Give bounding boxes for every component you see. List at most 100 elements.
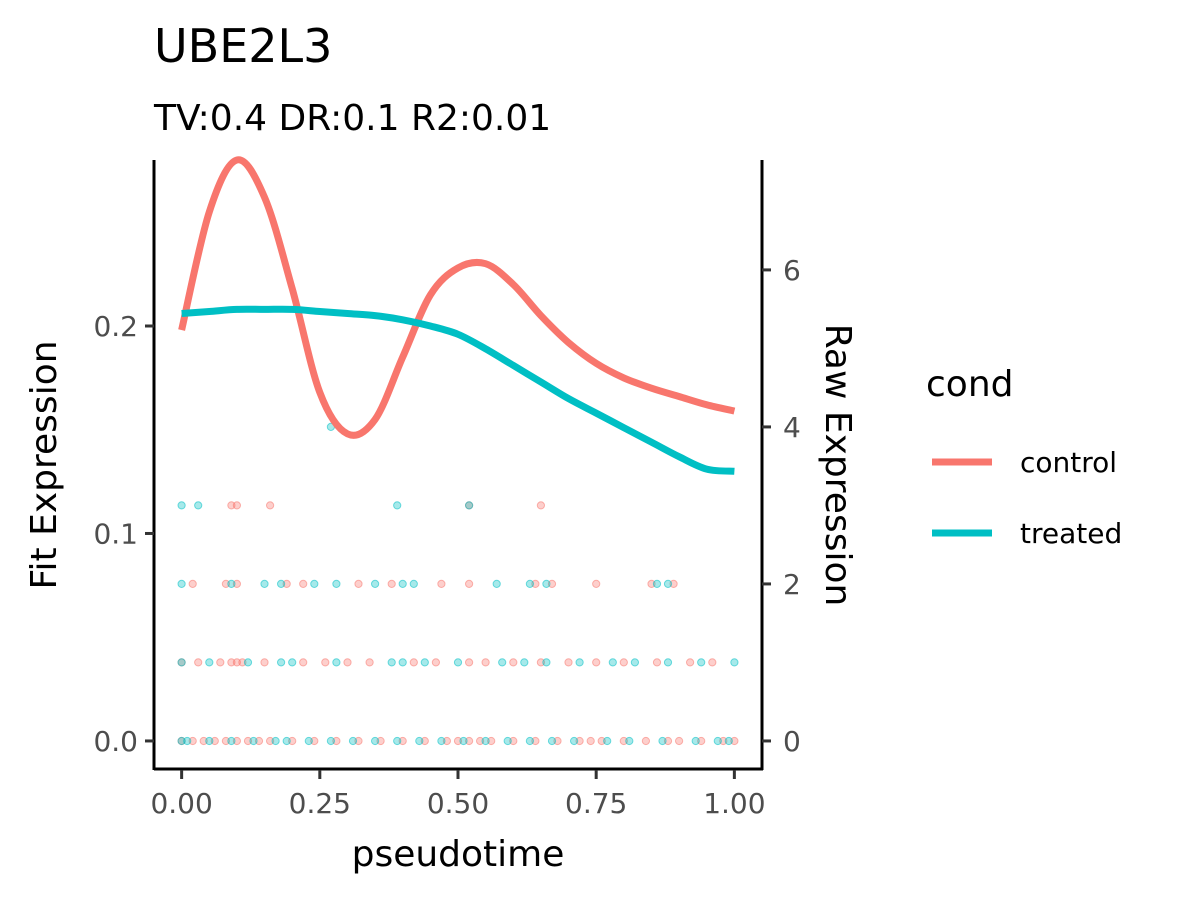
- raw-point-control: [730, 736, 739, 746]
- raw-point-treated: [525, 579, 535, 589]
- raw-point-treated: [547, 736, 557, 746]
- y-left-tick-label: 0.0: [93, 725, 138, 758]
- raw-point-treated: [282, 736, 291, 746]
- raw-point-treated: [608, 658, 617, 667]
- raw-point-control: [221, 736, 230, 746]
- raw-point-treated: [393, 501, 402, 510]
- raw-point-treated: [371, 579, 380, 589]
- raw-point-treated: [724, 736, 733, 746]
- raw-point-control: [354, 736, 363, 746]
- raw-point-control: [227, 501, 236, 510]
- raw-point-treated: [570, 736, 579, 746]
- x-tick-label: 1.00: [703, 787, 765, 820]
- raw-point-control: [708, 658, 717, 667]
- raw-point-control: [299, 579, 308, 589]
- raw-point-treated: [177, 501, 186, 510]
- raw-point-treated: [420, 658, 429, 667]
- raw-point-treated: [332, 579, 341, 589]
- raw-point-control: [199, 736, 208, 746]
- raw-point-control: [216, 658, 225, 667]
- raw-point-treated: [730, 658, 739, 667]
- x-tick-label: 0.75: [565, 787, 627, 820]
- raw-point-control: [188, 736, 197, 746]
- raw-point-control: [531, 736, 540, 746]
- raw-point-control: [465, 579, 474, 589]
- raw-point-control: [442, 736, 451, 746]
- raw-point-control: [536, 658, 546, 667]
- raw-point-control: [536, 501, 546, 510]
- raw-point-control: [365, 658, 374, 667]
- y-right-tick-label: 6: [783, 254, 801, 287]
- raw-point-control: [266, 501, 275, 510]
- raw-point-control: [282, 579, 291, 589]
- raw-point-treated: [630, 658, 640, 667]
- raw-point-control: [531, 579, 540, 589]
- raw-point-treated: [177, 579, 186, 589]
- raw-point-treated: [603, 736, 612, 746]
- chart-title: UBE2L3: [154, 19, 332, 73]
- raw-point-treated: [575, 658, 584, 667]
- raw-point-treated: [652, 579, 662, 589]
- raw-point-control: [465, 658, 474, 667]
- y-left-tick-label: 0.1: [93, 517, 138, 550]
- raw-point-treated: [459, 736, 468, 746]
- raw-point-treated: [249, 736, 258, 746]
- y-left-ticks: 0.0 0.1 0.2: [93, 310, 154, 758]
- raw-point-treated: [498, 658, 507, 667]
- raw-point-control: [420, 736, 429, 746]
- legend-label-treated: treated: [1020, 517, 1122, 550]
- raw-point-control: [227, 658, 236, 667]
- raw-point-treated: [542, 579, 551, 589]
- raw-point-control: [437, 579, 446, 589]
- chart-subtitle: TV:0.4 DR:0.1 R2:0.01: [153, 98, 551, 139]
- raw-point-control: [288, 736, 297, 746]
- raw-point-control: [376, 736, 385, 746]
- raw-point-treated: [271, 736, 280, 746]
- raw-point-treated: [691, 736, 700, 746]
- raw-point-control: [238, 658, 247, 667]
- raw-point-treated: [227, 579, 236, 589]
- y-right-tick-label: 2: [783, 568, 801, 601]
- raw-point-treated: [326, 736, 335, 746]
- raw-point-treated: [194, 501, 203, 510]
- raw-points-layer: [177, 422, 739, 746]
- raw-point-control: [647, 579, 656, 589]
- legend: cond control treated: [926, 364, 1122, 550]
- raw-point-control: [619, 658, 628, 667]
- raw-point-control: [697, 736, 706, 746]
- raw-point-treated: [371, 736, 380, 746]
- raw-point-treated: [227, 736, 236, 746]
- raw-point-treated: [304, 736, 313, 746]
- raw-point-treated: [393, 736, 402, 746]
- raw-point-control: [232, 579, 241, 589]
- raw-point-treated: [437, 736, 446, 746]
- raw-point-treated: [177, 736, 186, 746]
- raw-point-control: [641, 736, 651, 746]
- raw-point-control: [476, 736, 485, 746]
- raw-point-control: [547, 579, 557, 589]
- raw-point-control: [387, 579, 396, 589]
- raw-point-treated: [205, 658, 214, 667]
- raw-point-control: [260, 658, 269, 667]
- legend-title: cond: [926, 364, 1014, 405]
- raw-point-control: [310, 736, 319, 746]
- raw-point-control: [232, 501, 241, 510]
- y-left-axis-title: Fit Expression: [24, 340, 65, 589]
- raw-point-control: [243, 736, 253, 746]
- raw-point-treated: [492, 579, 501, 589]
- raw-point-treated: [310, 579, 319, 589]
- x-axis-title: pseudotime: [352, 834, 565, 875]
- raw-point-control: [194, 658, 203, 667]
- y-left-tick-label: 0.2: [93, 310, 138, 343]
- raw-point-treated: [409, 579, 418, 589]
- fit-line-control: [178, 156, 736, 439]
- raw-point-control: [409, 658, 418, 667]
- raw-point-control: [299, 658, 308, 667]
- y-right-tick-label: 0: [783, 725, 801, 758]
- raw-point-control: [564, 658, 573, 667]
- raw-point-control: [398, 736, 407, 746]
- fit-line-treated: [181, 305, 735, 475]
- raw-point-control: [675, 736, 684, 746]
- raw-point-control: [509, 658, 518, 667]
